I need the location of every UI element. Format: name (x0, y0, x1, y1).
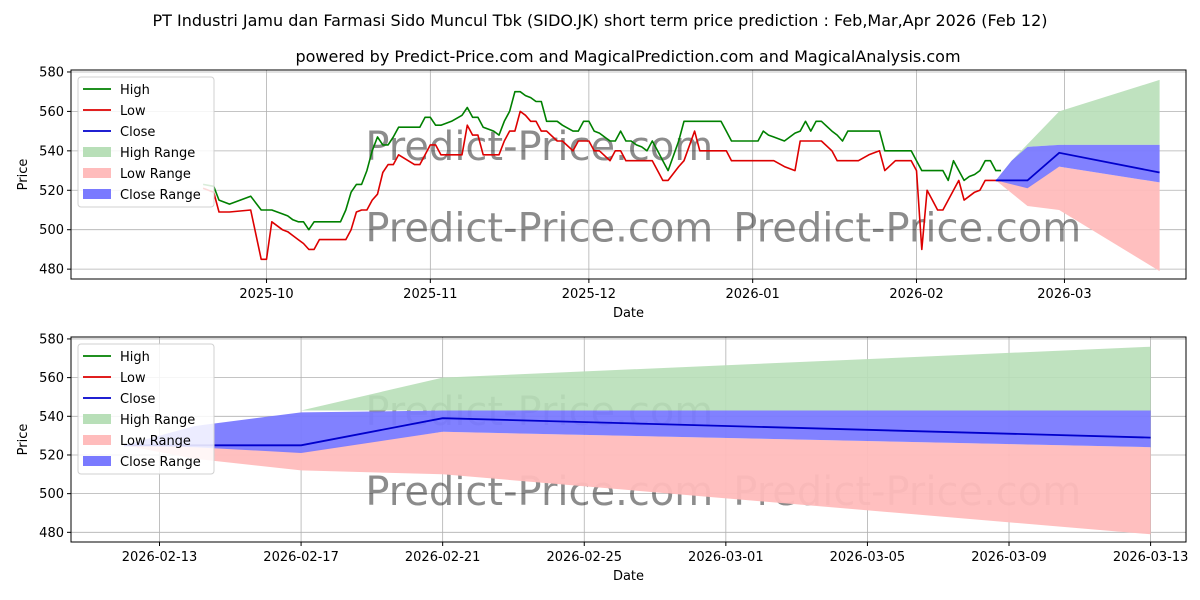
legend-label: Close Range (120, 455, 201, 470)
high-range-band (124, 346, 1151, 446)
legend-label: High (120, 83, 150, 98)
chart-subtitle: powered by Predict-Price.com and Magical… (295, 47, 960, 66)
legend-patch-high-range (83, 414, 111, 424)
x-tick-label: 2026-03 (1037, 287, 1091, 302)
legend-label: Low Range (120, 167, 191, 182)
x-tick-label: 2026-03-01 (688, 550, 764, 565)
low-series-line (202, 110, 1001, 261)
x-tick-label: 2025-11 (403, 287, 457, 302)
y-tick-label: 540 (39, 410, 64, 425)
close-range-band (124, 410, 1151, 453)
plot-frame (70, 69, 1187, 280)
x-tick-label: 2026-02-13 (122, 550, 198, 565)
y-tick-label: 520 (39, 184, 64, 199)
x-tick-label: 2026-02-17 (263, 550, 339, 565)
y-tick-label: 500 (39, 487, 64, 502)
low-range-band (124, 431, 1151, 535)
close-forecast-line (995, 151, 1160, 182)
legend-patch-high-range (83, 147, 111, 157)
x-axis-label: Date (613, 306, 644, 321)
y-tick-label: 580 (39, 332, 64, 347)
chart-legend: High Low Close High Range Low Range Close Ran… (77, 343, 215, 475)
x-tick-label: 2026-01 (726, 287, 780, 302)
y-tick-label: 540 (39, 144, 64, 159)
y-tick-label: 480 (39, 263, 64, 278)
legend-label: Close Range (120, 188, 201, 203)
low-range-band (995, 166, 1160, 272)
legend-label: Low (120, 371, 146, 386)
watermark-text: Predict-Price.com (365, 205, 713, 251)
legend-patch-close-range (83, 456, 111, 466)
legend-label: High Range (120, 146, 195, 161)
x-tick-label: 2026-03-05 (830, 550, 906, 565)
chart-title: PT Industri Jamu dan Farmasi Sido Muncul… (152, 11, 1047, 30)
x-tick-label: 2026-02 (889, 287, 943, 302)
close-range-band (995, 144, 1160, 189)
watermark-text: Predict-Price.com (733, 205, 1081, 251)
x-tick-label: 2026-02-21 (405, 550, 481, 565)
chart-legend: High Low Close High Range Low Range Close Ran… (77, 76, 215, 208)
x-tick-label: 2025-10 (239, 287, 293, 302)
x-tick-label: 2026-03-09 (971, 550, 1047, 565)
y-tick-label: 560 (39, 371, 64, 386)
legend-label: High (120, 350, 150, 365)
legend-label: Close (120, 392, 155, 407)
legend-label: High Range (120, 413, 195, 428)
watermark-text: Predict-Price.com (365, 124, 713, 170)
legend-patch-low-range (83, 435, 111, 445)
legend-patch-close-range (83, 189, 111, 199)
high-series-line (202, 90, 1001, 231)
y-tick-label: 520 (39, 448, 64, 463)
y-axis-label: Price (16, 159, 31, 191)
x-axis-label: Date (613, 569, 644, 584)
high-range-band (995, 79, 1160, 181)
x-tick-label: 2026-02-25 (546, 550, 622, 565)
legend-box (77, 76, 215, 208)
legend-box (77, 343, 215, 475)
y-axis-label: Price (16, 424, 31, 456)
x-tick-label: 2026-03-13 (1113, 550, 1189, 565)
legend-label: Low Range (120, 434, 191, 449)
y-tick-label: 480 (39, 526, 64, 541)
main-chart-panel: Predict-Price.com Predict-Price.com Predic… (16, 65, 1187, 321)
legend-patch-low-range (83, 168, 111, 178)
y-tick-label: 560 (39, 105, 64, 120)
y-tick-label: 580 (39, 65, 64, 80)
y-tick-label: 500 (39, 223, 64, 238)
zoom-chart-panel: Predict-Price.comPredict-Price.comPredic… (16, 332, 1188, 584)
x-tick-label: 2025-12 (562, 287, 616, 302)
legend-label: Close (120, 125, 155, 140)
plot-frame (70, 336, 1187, 543)
legend-label: Low (120, 104, 146, 119)
